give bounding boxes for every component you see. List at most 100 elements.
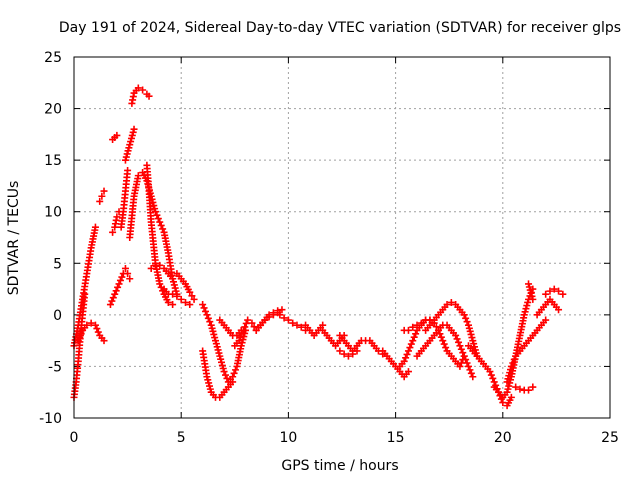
data-point (201, 307, 209, 315)
data-point (156, 280, 164, 288)
data-point (469, 373, 477, 381)
data-point (96, 197, 104, 205)
data-point (173, 292, 181, 300)
series-arc-30 (400, 316, 434, 334)
data-point (507, 362, 515, 370)
series-arc-5 (106, 270, 127, 309)
data-point (486, 368, 494, 376)
data-point (147, 264, 155, 272)
data-point (404, 326, 412, 334)
data-point (344, 352, 352, 360)
data-point (467, 369, 475, 377)
data-point (274, 307, 282, 315)
data-point (203, 311, 211, 319)
data-point (94, 328, 102, 336)
data-point (442, 344, 450, 352)
series-arc-38 (542, 285, 567, 298)
data-point (156, 261, 164, 269)
series-arc-15 (173, 270, 198, 303)
x-tick-label: 0 (70, 430, 79, 446)
data-point (181, 298, 189, 306)
data-point (460, 311, 468, 319)
data-point (139, 86, 147, 94)
data-point (238, 330, 246, 338)
data-point (232, 366, 240, 374)
data-point (460, 352, 468, 360)
data-point (559, 290, 567, 298)
data-point (412, 330, 420, 338)
data-point (91, 321, 99, 329)
data-point (124, 270, 132, 278)
data-point (349, 350, 357, 358)
data-point (164, 298, 172, 306)
data-point (114, 283, 122, 291)
data-point (151, 208, 159, 216)
data-point (284, 316, 292, 324)
series-arc-37 (533, 295, 563, 319)
series-arc-4 (96, 187, 108, 205)
data-point (235, 337, 243, 345)
series-arc-9 (121, 125, 138, 164)
data-point (454, 338, 462, 346)
data-point (188, 292, 196, 300)
y-tick-label: 15 (44, 153, 62, 169)
series-arc-17 (199, 301, 250, 386)
data-point (130, 125, 138, 133)
y-tick-label: -5 (48, 359, 62, 375)
data-point (124, 166, 132, 174)
y-tick-label: 0 (53, 308, 62, 324)
series-arc-32 (413, 321, 477, 381)
data-point (463, 318, 471, 326)
series-arc-6 (109, 208, 123, 236)
series-arc-18 (199, 347, 237, 401)
data-point (237, 333, 245, 341)
data-point (76, 333, 84, 341)
data-point (186, 301, 194, 309)
data-point (220, 368, 228, 376)
data-point (410, 333, 418, 341)
data-point (177, 295, 185, 303)
data-point (546, 287, 554, 295)
data-point (269, 309, 277, 317)
series-arc-10 (121, 264, 134, 283)
data-point (457, 345, 465, 353)
data-point (297, 323, 305, 331)
x-axis-label: GPS time / hours (281, 458, 398, 474)
data-point (199, 301, 207, 309)
data-point (440, 340, 448, 348)
data-point (289, 319, 297, 327)
data-point (230, 369, 238, 377)
series-arc-3 (74, 319, 108, 345)
data-point (87, 319, 95, 327)
data-point (452, 331, 460, 339)
data-point (512, 383, 520, 391)
data-point (487, 371, 495, 379)
data-point (186, 288, 194, 296)
data-point (443, 301, 451, 309)
series-arc-2 (70, 223, 99, 350)
data-point (462, 314, 470, 322)
data-point (74, 337, 82, 345)
data-point (409, 337, 417, 345)
chart-title: Day 191 of 2024, Sidereal Day-to-day VTE… (59, 20, 621, 36)
data-point (98, 192, 106, 200)
data-point (109, 294, 117, 302)
data-point (413, 321, 421, 329)
data-point (407, 340, 415, 348)
data-point (463, 359, 471, 367)
data-point (190, 295, 198, 303)
x-tick-label: 5 (177, 430, 186, 446)
data-point (115, 280, 123, 288)
y-tick-label: 20 (44, 102, 62, 118)
data-point (529, 295, 537, 303)
data-point (459, 349, 467, 357)
data-point (280, 314, 288, 322)
data-point (223, 374, 231, 382)
y-tick-label: 10 (44, 205, 62, 221)
y-tick-label: -10 (39, 411, 62, 427)
data-point (100, 187, 108, 195)
y-axis-label: SDTVAR / TECUs (6, 181, 22, 296)
data-point (121, 264, 129, 272)
data-point (509, 359, 517, 367)
series-arc-13 (143, 161, 177, 309)
